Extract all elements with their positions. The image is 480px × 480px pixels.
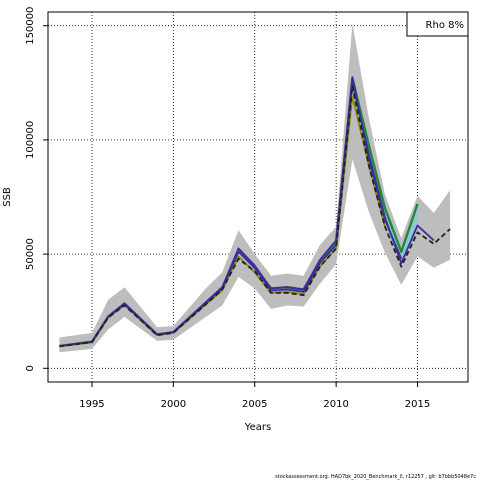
x-axis: 1995 2000 2005 2010 2015 [79,382,430,410]
y-tick-label: 150000 [25,7,36,45]
x-tick-label: 2005 [242,399,267,410]
legend: Rho 8% [406,11,469,37]
series-line-5 [59,85,451,348]
x-tick-label: 2010 [323,399,348,410]
legend-text: Rho 8% [426,20,464,31]
x-tick-label: 1995 [79,399,104,410]
legend-box [406,11,469,37]
y-tick-label: 100000 [25,121,36,159]
x-tick-label: 2015 [405,399,430,410]
confidence-band [59,23,451,353]
y-tick-label: 0 [25,365,36,371]
series-line-2 [59,76,403,347]
y-axis-label: SSB [2,187,13,207]
y-axis: 0 50000 100000 150000 [25,7,48,371]
grid [48,12,468,382]
plot-frame [47,11,469,383]
footer-credit: stockassessment.org. HAD7bk_2020_Benchma… [275,474,476,480]
series-lines [59,76,451,348]
x-tick-label: 2000 [161,399,186,410]
ssb-confidence-band [59,23,451,353]
y-tick-label: 50000 [25,238,36,270]
x-axis-label: Years [244,422,271,433]
